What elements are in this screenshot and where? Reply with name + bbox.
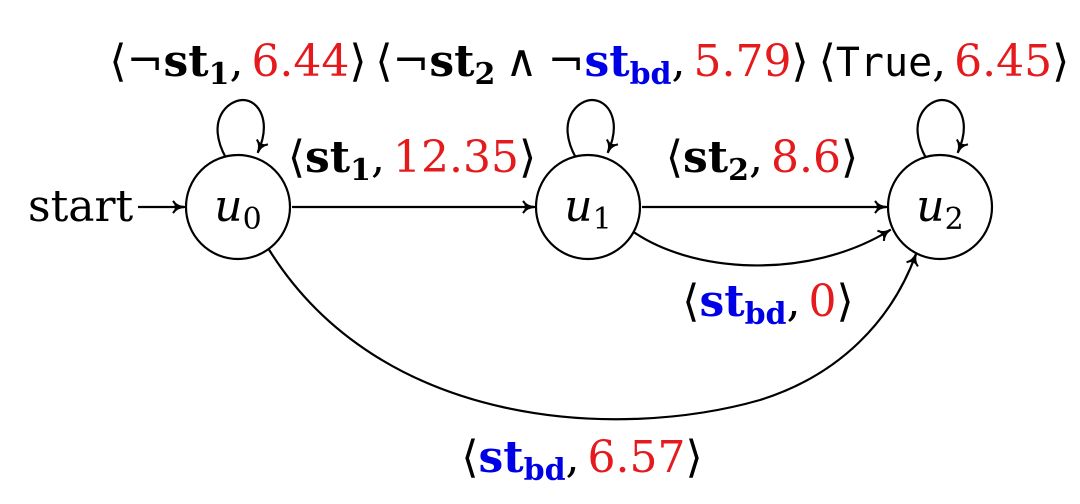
svg-text:u1: u1 [564, 181, 611, 237]
svg-text:u2: u2 [916, 181, 963, 237]
edge-u2-self-loop [916, 98, 969, 159]
node-u1-sub: 1 [593, 202, 612, 237]
label-u0-self: ⟨¬st1, 6.44⟩ [109, 36, 366, 92]
label-u2-self: ⟨True, 6.45⟩ [819, 36, 1070, 87]
edge-u1-self-loop [566, 98, 619, 159]
label-u0-u2-bd: ⟨stbd, 6.57⟩ [461, 432, 702, 488]
start-label: start [28, 181, 134, 232]
edge-u0-u2-bd [267, 247, 919, 421]
node-u1: u1 [534, 153, 642, 261]
label-u1-u2-bd: ⟨stbd, 0⟩ [682, 276, 853, 332]
label-u0-u1: ⟨st1, 12.35⟩ [288, 132, 536, 188]
edge-u1-u2-bd [627, 227, 892, 267]
label-u1-u2: ⟨st2, 8.6⟩ [666, 132, 858, 188]
node-u0: u0 [184, 153, 292, 261]
node-u0-name: u [214, 181, 242, 232]
node-u2: u2 [886, 153, 994, 261]
edge-u0-self-loop [216, 98, 269, 159]
node-u2-sub: 2 [945, 202, 964, 237]
svg-text:u0: u0 [214, 181, 261, 237]
node-u2-name: u [916, 181, 944, 232]
node-u0-sub: 0 [243, 202, 262, 237]
node-u1-name: u [564, 181, 592, 232]
label-u1-self: ⟨¬st2 ∧ ¬stbd, 5.79⟩ [375, 36, 808, 92]
